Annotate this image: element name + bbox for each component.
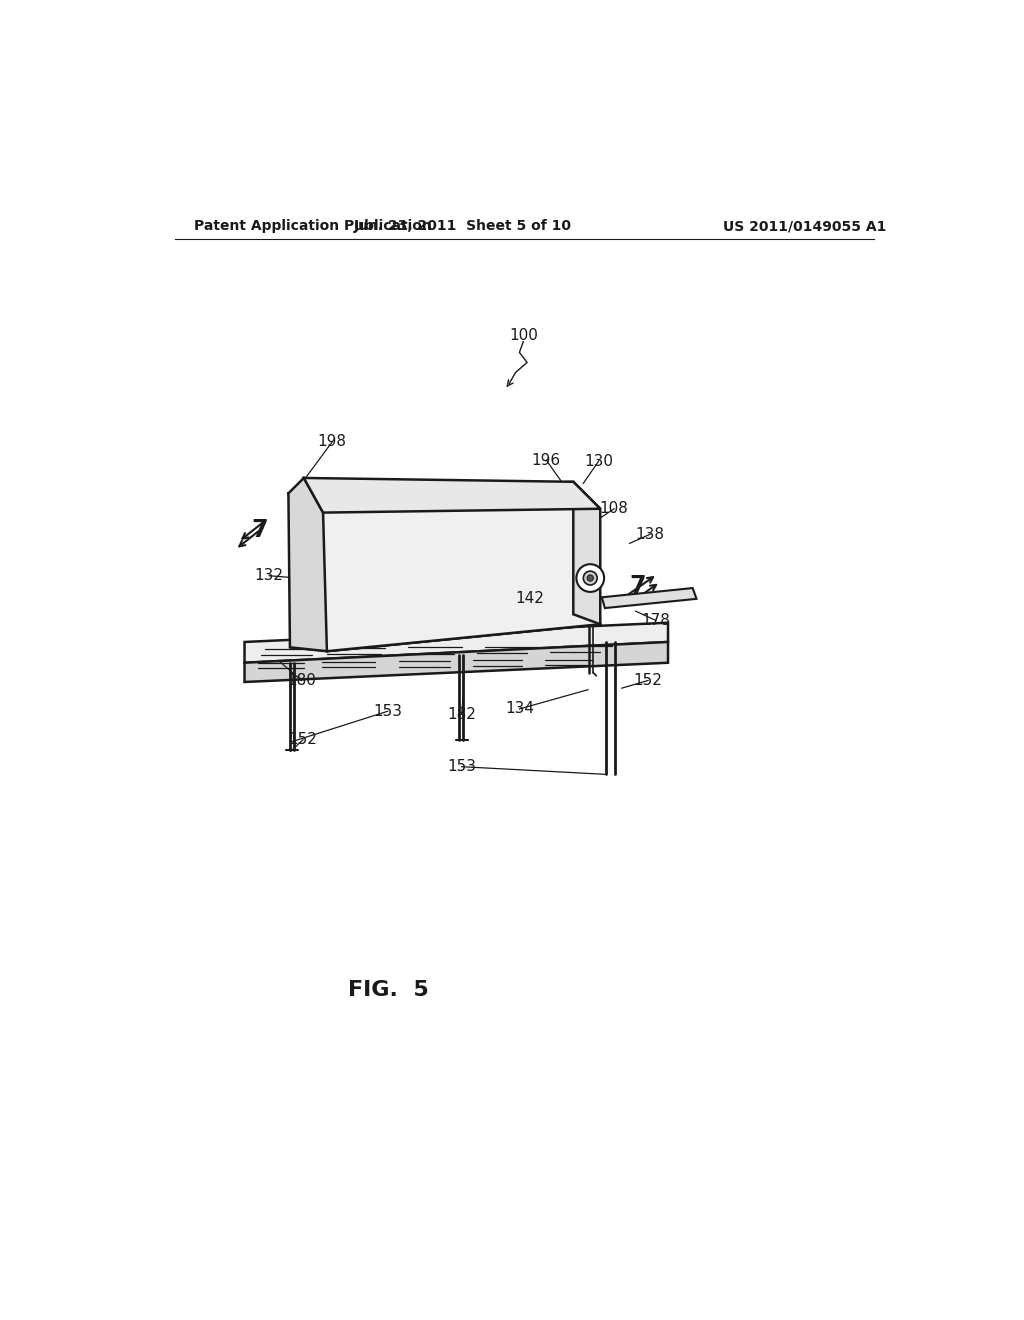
Text: 100: 100 [509,327,538,343]
Circle shape [587,576,593,581]
Text: 153: 153 [447,759,476,775]
Text: 108: 108 [600,502,629,516]
Polygon shape [602,589,696,609]
Text: 180: 180 [287,673,316,688]
Text: 182: 182 [447,706,476,722]
Polygon shape [289,482,600,651]
Text: US 2011/0149055 A1: US 2011/0149055 A1 [724,219,887,234]
Text: 152: 152 [634,673,663,688]
Text: 198: 198 [317,434,347,449]
Text: 138: 138 [636,527,665,541]
Text: 152: 152 [289,733,317,747]
Text: Jun. 23, 2011  Sheet 5 of 10: Jun. 23, 2011 Sheet 5 of 10 [354,219,572,234]
Circle shape [577,564,604,591]
Text: 178: 178 [641,612,670,628]
Polygon shape [304,478,600,512]
Polygon shape [245,623,668,663]
Text: 134: 134 [505,701,534,717]
Polygon shape [245,642,668,682]
Text: 130: 130 [585,454,613,469]
Text: FIG.  5: FIG. 5 [348,979,429,1001]
Text: 142: 142 [515,591,544,606]
Text: 7: 7 [252,517,268,541]
Text: 7: 7 [629,574,645,598]
Text: 153: 153 [373,704,402,719]
Text: 196: 196 [531,453,561,467]
Polygon shape [290,614,600,651]
Polygon shape [289,478,327,651]
Text: Patent Application Publication: Patent Application Publication [194,219,431,234]
Circle shape [584,572,597,585]
Text: 132: 132 [255,568,284,583]
Polygon shape [573,482,600,624]
